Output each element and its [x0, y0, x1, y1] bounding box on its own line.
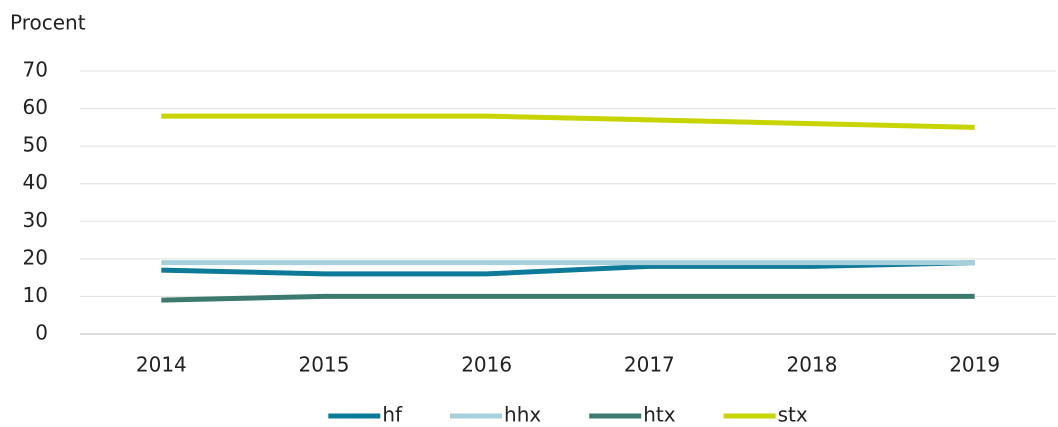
y-tick-label: 0 — [35, 321, 48, 345]
series-line — [161, 293, 975, 303]
y-tick-label: 30 — [23, 208, 48, 232]
x-tick-label: 2018 — [787, 353, 838, 377]
y-tick-label: 60 — [23, 95, 48, 119]
series-line — [161, 260, 975, 277]
legend-label: hf — [382, 403, 403, 427]
x-tick-label: 2014 — [136, 353, 187, 377]
series-line — [161, 113, 975, 130]
legend: hf hhx htx stx — [328, 403, 808, 427]
y-tick-label: 40 — [23, 170, 48, 194]
legend-label: hhx — [504, 403, 541, 427]
x-tick-label: 2019 — [949, 353, 1000, 377]
x-tick-label: 2017 — [624, 353, 675, 377]
y-axis-label: Procent — [10, 11, 86, 35]
y-tick-label: 50 — [23, 133, 48, 157]
y-tick-label: 20 — [23, 245, 48, 269]
legend-label: htx — [643, 403, 676, 427]
y-tick-label: 10 — [23, 283, 48, 307]
x-tick-label: 2016 — [461, 353, 512, 377]
x-tick-label: 2015 — [299, 353, 350, 377]
y-tick-label: 70 — [23, 58, 48, 82]
legend-label: stx — [778, 403, 808, 427]
